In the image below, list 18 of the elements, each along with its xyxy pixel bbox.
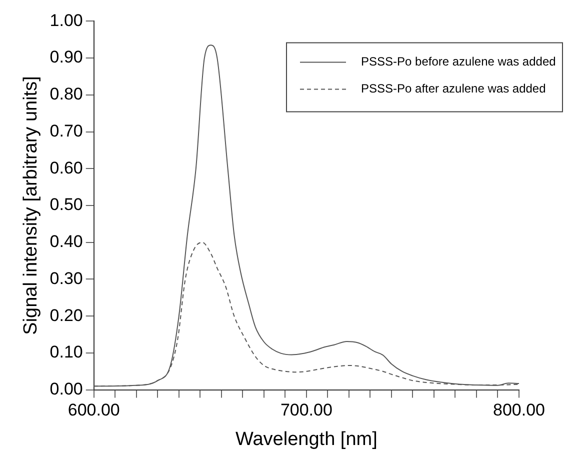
x-axis-title: Wavelength [nm] xyxy=(236,428,378,450)
legend-label: PSSS-Po after azulene was added xyxy=(361,82,546,96)
y-tick-label: 0.10 xyxy=(50,342,83,362)
y-tick-label: 0.20 xyxy=(50,306,83,325)
x-tick-label: 600.00 xyxy=(68,400,120,420)
y-tick-label: 0.30 xyxy=(50,268,83,288)
legend-label: PSSS-Po before azulene was added xyxy=(361,54,556,69)
y-tick-label: 1.00 xyxy=(50,10,83,30)
x-tick-label: 700.00 xyxy=(280,400,332,420)
y-axis-title: Signal intensity [arbitrary units] xyxy=(20,76,42,335)
y-tick-label: 0.50 xyxy=(50,195,83,214)
y-tick-label: 0.00 xyxy=(50,379,83,398)
y-tick-label: 0.90 xyxy=(50,48,83,67)
x-tick-label: 800.00 xyxy=(493,400,545,420)
y-tick-label: 0.40 xyxy=(50,232,83,252)
y-tick-label: 0.60 xyxy=(50,158,83,178)
y-tick-label: 0.80 xyxy=(50,84,83,104)
y-tick-label: 0.70 xyxy=(50,121,83,140)
